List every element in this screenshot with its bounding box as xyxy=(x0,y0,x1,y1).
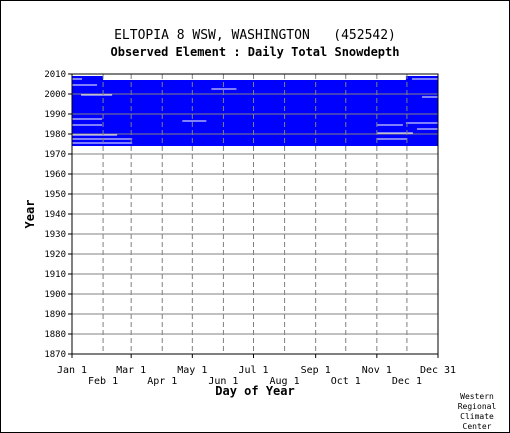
missing-segment-3 xyxy=(72,138,133,140)
x-tick-label-top-2: May 1 xyxy=(177,365,207,376)
x-tick-label-bottom-5: Dec 1 xyxy=(392,376,422,387)
missing-segment-15 xyxy=(421,96,438,98)
missing-segment-14 xyxy=(416,128,438,130)
missing-segment-13 xyxy=(405,122,438,124)
x-tick-label-bottom-2: Jun 1 xyxy=(208,376,238,387)
missing-segment-12 xyxy=(376,132,413,134)
x-tick-label-top-5: Nov 1 xyxy=(362,365,392,376)
missing-segment-5 xyxy=(72,124,103,126)
y-tick-label-12: 1890 xyxy=(44,310,66,320)
y-axis-label: Year xyxy=(23,200,37,229)
credit-line-2: Regional xyxy=(458,402,497,411)
missing-segment-2 xyxy=(72,142,133,144)
x-tick-label-bottom-3: Aug 1 xyxy=(270,376,300,387)
y-tick-label-1: 2000 xyxy=(44,90,66,100)
x-tick-label-bottom-4: Oct 1 xyxy=(331,376,361,387)
credit-line-4: Center xyxy=(463,422,492,431)
x-tick-label-top-0: Jan 1 xyxy=(57,365,87,376)
x-axis-label: Day of Year xyxy=(215,384,294,398)
plot-border xyxy=(71,73,439,355)
tick-layer: 2010 2000 1990 1980 1970 1960 1950 1940 1930 1920… xyxy=(44,70,456,387)
y-tick-label-0: 2010 xyxy=(44,70,66,80)
y-tick-label-11: 1900 xyxy=(44,290,66,300)
missing-segment-0 xyxy=(182,120,207,122)
y-tick-label-2: 1990 xyxy=(44,110,66,120)
x-tick-label-top-1: Mar 1 xyxy=(116,365,146,376)
credit-line-1: Western xyxy=(460,392,494,401)
missing-segment-7 xyxy=(81,94,113,96)
y-tick-label-14: 1870 xyxy=(44,350,66,360)
credit-line-3: Climate xyxy=(460,412,494,421)
missing-segment-10 xyxy=(376,138,407,140)
y-tick-label-4: 1970 xyxy=(44,150,66,160)
y-tick-label-7: 1940 xyxy=(44,210,66,220)
chart-title: ELTOPIA 8 WSW, WASHINGTON (452542) xyxy=(114,28,396,43)
missing-segment-4 xyxy=(72,134,118,136)
x-tick-label-top-4: Sep 1 xyxy=(301,365,331,376)
x-tick-label-bottom-0: Feb 1 xyxy=(88,376,118,387)
x-tick-label-top-6: Dec 31 xyxy=(420,365,456,376)
y-tick-label-3: 1980 xyxy=(44,130,66,140)
data-layer xyxy=(72,76,438,146)
missing-segment-1 xyxy=(211,88,237,90)
missing-segment-8 xyxy=(72,84,98,86)
y-tick-label-10: 1910 xyxy=(44,270,66,280)
y-tick-label-5: 1960 xyxy=(44,170,66,180)
x-tick-label-bottom-1: Apr 1 xyxy=(147,376,177,387)
wrcc-credit: Western Regional Climate Center xyxy=(458,392,497,431)
x-tick-label-top-3: Jul 1 xyxy=(238,365,268,376)
data-block-0 xyxy=(72,80,438,146)
grid-layer xyxy=(72,74,438,354)
y-tick-label-13: 1880 xyxy=(44,330,66,340)
missing-segment-16 xyxy=(411,78,438,80)
chart-subtitle: Observed Element : Daily Total Snowdepth xyxy=(111,45,400,59)
data-block-2 xyxy=(405,76,438,146)
y-tick-label-9: 1920 xyxy=(44,250,66,260)
y-tick-label-6: 1950 xyxy=(44,190,66,200)
missing-segment-9 xyxy=(72,78,83,80)
missing-segment-11 xyxy=(376,124,403,126)
missing-segment-6 xyxy=(72,118,103,120)
y-tick-label-8: 1930 xyxy=(44,230,66,240)
